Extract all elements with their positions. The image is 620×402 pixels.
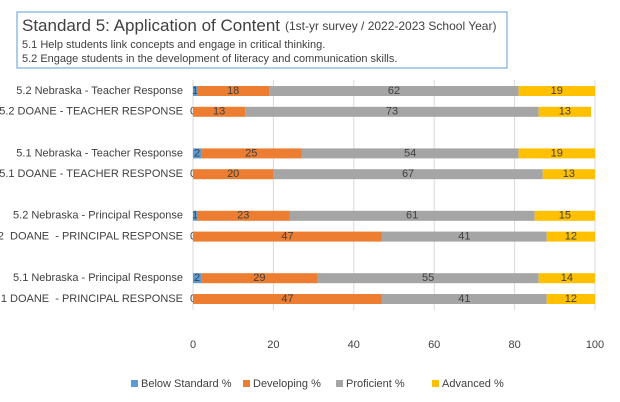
y-tick-label: 5.1 DOANE - PRINCIPAL RESPONSE — [0, 293, 183, 305]
data-label: 2 — [194, 147, 200, 159]
bar-segment — [201, 273, 318, 284]
y-tick-label: 5.2 DOANE - TEACHER RESPONSE — [0, 106, 183, 118]
title-box — [16, 11, 508, 69]
data-label: 61 — [406, 210, 418, 222]
y-tick-label: 5.1 DOANE - TEACHER RESPONSE — [0, 168, 183, 180]
data-label: 73 — [386, 106, 398, 118]
bar-segment — [193, 210, 198, 221]
bar-segment — [201, 148, 302, 159]
data-label: 1 — [192, 210, 198, 222]
bar-segment — [269, 86, 519, 96]
subtitle: 5.1 Help students link concepts and enga… — [22, 39, 325, 51]
data-label: 41 — [458, 293, 470, 305]
bar-segment — [317, 273, 539, 284]
bar-segment — [518, 148, 595, 159]
y-tick-label: 5.2 Nebraska - Principal Response — [13, 210, 183, 222]
data-label: 19 — [551, 147, 563, 159]
data-label: 62 — [388, 85, 400, 97]
bar-segment — [245, 106, 539, 117]
bar-segment — [538, 106, 591, 117]
data-label: 41 — [458, 231, 470, 243]
bar-segment — [538, 273, 595, 284]
bar-segment — [381, 231, 547, 242]
legend-label: Advanced % — [442, 378, 504, 390]
legend-label: Developing % — [253, 378, 321, 390]
bar-segment — [542, 169, 595, 180]
data-label: 1 — [192, 85, 198, 97]
data-label: 67 — [402, 168, 414, 180]
y-tick-label: 5.2 Nebraska - Teacher Response — [16, 85, 183, 97]
data-label: 13 — [559, 106, 571, 118]
x-tick-label: 100 — [586, 339, 604, 351]
legend-swatch — [131, 380, 138, 387]
data-label: 14 — [561, 272, 573, 284]
data-label: 54 — [404, 147, 416, 159]
data-label: 2 — [194, 272, 200, 284]
y-tick-label: 5.1 Nebraska - Principal Response — [13, 272, 183, 284]
data-label: 23 — [237, 210, 249, 222]
legend-label: Below Standard % — [141, 378, 232, 390]
data-label: 25 — [245, 147, 257, 159]
bar-segment — [193, 294, 382, 304]
bar-segment — [381, 294, 547, 304]
bar-segment — [193, 106, 246, 117]
bar-segment — [289, 210, 535, 221]
data-label: 15 — [559, 210, 571, 222]
bar-segment — [193, 169, 274, 180]
data-label: 13 — [563, 168, 575, 180]
bar-segment — [546, 231, 595, 242]
x-tick-label: 60 — [428, 339, 440, 351]
chart-title: Standard 5: Application of Content (1st-y… — [22, 16, 496, 35]
title-note: (1st-yr survey / 2022-2023 School Year) — [285, 19, 496, 33]
bar-segment — [301, 148, 519, 159]
subtitle: 5.2 Engage students in the development o… — [22, 53, 397, 65]
x-tick-label: 0 — [190, 339, 196, 351]
bar-segment — [193, 273, 202, 284]
data-label: 19 — [551, 85, 563, 97]
bar-segment — [546, 294, 595, 304]
bar-segment — [197, 210, 290, 221]
y-tick-label: 5.2 DOANE - PRINCIPAL RESPONSE — [0, 231, 183, 243]
bar-segment — [197, 86, 270, 96]
data-label: 29 — [253, 272, 265, 284]
legend-swatch — [432, 380, 439, 387]
bar-segment — [193, 148, 202, 159]
data-label: 18 — [227, 85, 239, 97]
x-tick-label: 80 — [508, 339, 520, 351]
bar-segment — [534, 210, 595, 221]
data-label: 13 — [213, 106, 225, 118]
bar-segment — [518, 86, 595, 96]
bar-segment — [273, 169, 543, 180]
x-tick-label: 40 — [348, 339, 360, 351]
bar-segment — [193, 86, 198, 96]
y-tick-label: 5.1 Nebraska - Teacher Response — [16, 147, 183, 159]
title-main: Standard 5: Application of Content — [22, 16, 280, 35]
data-label: 55 — [422, 272, 434, 284]
legend-swatch — [336, 380, 343, 387]
legend-swatch — [243, 380, 250, 387]
legend-label: Proficient % — [346, 378, 405, 390]
data-label: 20 — [227, 168, 239, 180]
bar-segment — [193, 231, 382, 242]
data-label: 12 — [565, 293, 577, 305]
data-label: 12 — [565, 231, 577, 243]
x-tick-label: 20 — [267, 339, 279, 351]
data-label: 47 — [281, 293, 293, 305]
data-label: 47 — [281, 231, 293, 243]
